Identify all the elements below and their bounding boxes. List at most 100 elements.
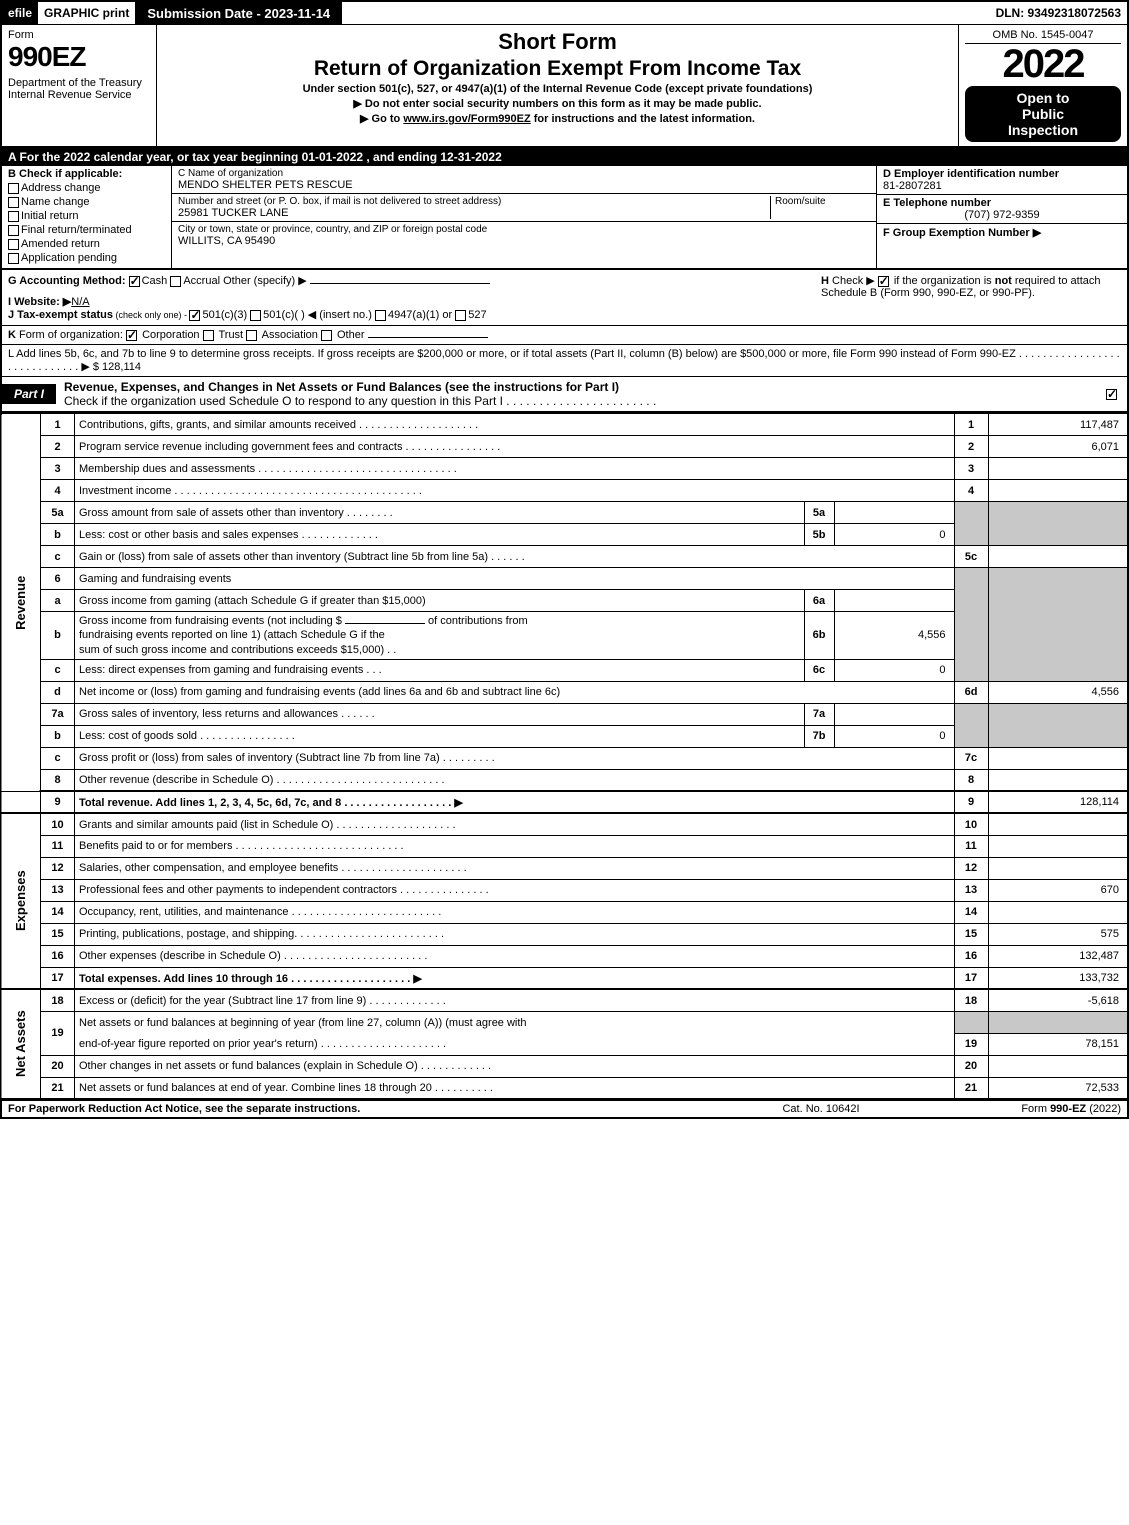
l6d-num: d (41, 681, 75, 703)
l7c-rv (988, 747, 1128, 769)
org-city: WILLITS, CA 95490 (178, 235, 870, 247)
sec-g-h: G Accounting Method: Cash Accrual Other … (0, 270, 1129, 326)
org-street: 25981 TUCKER LANE (178, 207, 770, 219)
sec-h: H Check ▶ if the organization is not req… (821, 274, 1121, 321)
c-city-cell: City or town, state or province, country… (172, 222, 876, 249)
l7b-num: b (41, 725, 75, 747)
j-527-checkbox[interactable] (455, 310, 466, 321)
l5b-desc: Less: cost or other basis and sales expe… (75, 524, 805, 546)
sec-k: K Form of organization: Corporation Trus… (0, 326, 1129, 345)
part1-checkbox[interactable] (1106, 389, 1117, 400)
l13-rv: 670 (988, 879, 1128, 901)
k-other-input[interactable] (368, 337, 488, 338)
b-label: B Check if applicable: (8, 168, 122, 180)
footer-right: Form 990-EZ (2022) (921, 1103, 1121, 1115)
g-cash-checkbox[interactable] (129, 276, 140, 287)
opt-address-change[interactable]: Address change (8, 182, 165, 194)
subtitle-3: ▶ Go to www.irs.gov/Form990EZ for instru… (165, 112, 950, 125)
part1-badge: Part I (2, 384, 56, 404)
l19-desc1: Net assets or fund balances at beginning… (75, 1011, 955, 1033)
l7a-desc: Gross sales of inventory, less returns a… (75, 703, 805, 725)
l5b-num: b (41, 524, 75, 546)
col-de: D Employer identification number 81-2807… (877, 166, 1127, 268)
department: Department of the Treasury Internal Reve… (8, 77, 150, 101)
efile-label: efile (2, 2, 38, 24)
footer-r-form: 990-EZ (1050, 1103, 1086, 1115)
l6b-mv: 4,556 (834, 612, 954, 660)
l6b-desc: Gross income from fundraising events (no… (75, 612, 805, 660)
l16-rn: 16 (954, 945, 988, 967)
form-title: Return of Organization Exempt From Incom… (165, 57, 950, 81)
l6-num: 6 (41, 568, 75, 590)
footer-center: Cat. No. 10642I (721, 1103, 921, 1115)
l18-desc: Excess or (deficit) for the year (Subtra… (75, 989, 955, 1011)
l15-num: 15 (41, 923, 75, 945)
l6c-mv: 0 (834, 659, 954, 681)
l11-rv (988, 835, 1128, 857)
g-accrual-checkbox[interactable] (170, 276, 181, 287)
j-501c3-checkbox[interactable] (189, 310, 200, 321)
k-assoc-checkbox[interactable] (246, 330, 257, 341)
l6b-blank[interactable] (345, 623, 425, 624)
c-name-label: C Name of organization (178, 168, 870, 179)
header-left: Form 990EZ Department of the Treasury In… (2, 25, 157, 146)
opt-application-pending[interactable]: Application pending (8, 252, 165, 264)
l5a-num: 5a (41, 502, 75, 524)
l15-rn: 15 (954, 923, 988, 945)
graphic-print[interactable]: GRAPHIC print (38, 2, 137, 24)
l6d-rn: 6d (954, 681, 988, 703)
g-other-input[interactable] (310, 283, 490, 284)
j-4947-checkbox[interactable] (375, 310, 386, 321)
l6b-d3: fundraising events reported on line 1) (… (79, 629, 385, 641)
website-value: N/A (71, 296, 89, 308)
irs-link[interactable]: www.irs.gov/Form990EZ (403, 113, 530, 125)
h-checkbox[interactable] (878, 276, 889, 287)
j-sub: (check only one) - (113, 310, 190, 320)
k-other-checkbox[interactable] (321, 330, 332, 341)
l3-num: 3 (41, 458, 75, 480)
sec-l: L Add lines 5b, 6c, and 7b to line 9 to … (0, 345, 1129, 377)
k-trust-checkbox[interactable] (203, 330, 214, 341)
l6d-rv: 4,556 (988, 681, 1128, 703)
l20-rv (988, 1055, 1128, 1077)
j-501c-checkbox[interactable] (250, 310, 261, 321)
l7c-num: c (41, 747, 75, 769)
dln: DLN: 93492318072563 (990, 2, 1127, 24)
l1-rv: 117,487 (988, 414, 1128, 436)
l19-grey (954, 1011, 988, 1033)
l21-rv: 72,533 (988, 1077, 1128, 1099)
k-corp-checkbox[interactable] (126, 330, 137, 341)
l19-grey-val (988, 1011, 1128, 1033)
opt-amended-return[interactable]: Amended return (8, 238, 165, 250)
part1-title-text: Revenue, Expenses, and Changes in Net As… (64, 380, 619, 394)
l14-rv (988, 901, 1128, 923)
opt-final-return[interactable]: Final return/terminated (8, 224, 165, 236)
short-form-label: Short Form (165, 29, 950, 55)
opt-address-change-label: Address change (21, 182, 101, 194)
l6d-desc: Net income or (loss) from gaming and fun… (75, 681, 955, 703)
l7c-desc: Gross profit or (loss) from sales of inv… (75, 747, 955, 769)
l14-desc: Occupancy, rent, utilities, and maintena… (75, 901, 955, 923)
i-label: I Website: ▶ (8, 296, 71, 308)
lines-table: Revenue 1 Contributions, gifts, grants, … (0, 413, 1129, 1100)
revenue-side-label: Revenue (1, 414, 41, 792)
l7a-mv (834, 703, 954, 725)
info-grid: B Check if applicable: Address change Na… (0, 166, 1129, 270)
l7ab-grey (954, 703, 988, 747)
l20-rn: 20 (954, 1055, 988, 1077)
footer-left: For Paperwork Reduction Act Notice, see … (8, 1103, 721, 1115)
l4-num: 4 (41, 480, 75, 502)
inspect-1: Open to (969, 90, 1117, 106)
l5c-rn: 5c (954, 546, 988, 568)
opt-initial-return[interactable]: Initial return (8, 210, 165, 222)
l3-rn: 3 (954, 458, 988, 480)
l7c-rn: 7c (954, 747, 988, 769)
opt-name-change[interactable]: Name change (8, 196, 165, 208)
l18-num: 18 (41, 989, 75, 1011)
l6b-d2: of contributions from (428, 615, 528, 627)
l13-desc: Professional fees and other payments to … (75, 879, 955, 901)
l6-desc: Gaming and fundraising events (75, 568, 955, 590)
l12-desc: Salaries, other compensation, and employ… (75, 857, 955, 879)
l7a-num: 7a (41, 703, 75, 725)
public-inspection: Open to Public Inspection (965, 86, 1121, 142)
